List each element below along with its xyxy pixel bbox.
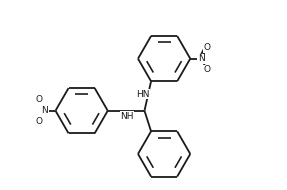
Text: O: O [35,95,42,104]
Text: N: N [41,106,48,115]
Text: O: O [35,117,42,126]
Text: O: O [203,65,210,74]
Text: N: N [198,54,204,63]
Text: NH: NH [120,112,134,121]
Text: HN: HN [136,89,150,99]
Text: O: O [203,43,210,52]
